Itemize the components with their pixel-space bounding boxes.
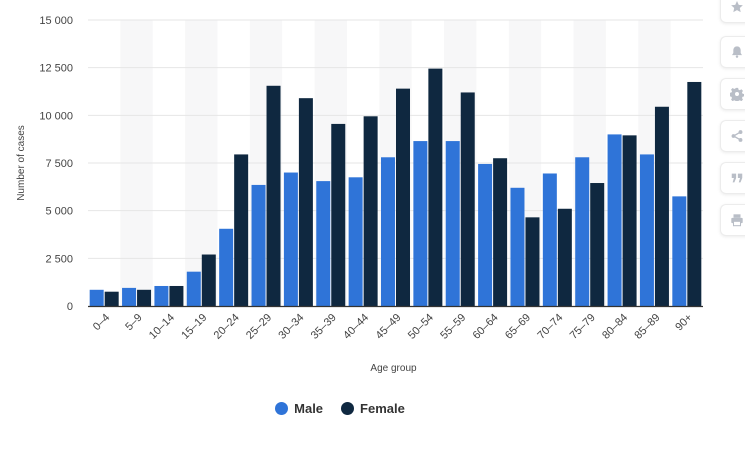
x-tick-label: 10–14 bbox=[147, 312, 177, 342]
bar-female[interactable] bbox=[396, 88, 410, 306]
bar-female[interactable] bbox=[460, 92, 475, 306]
notification-button[interactable] bbox=[720, 36, 745, 68]
favorite-button[interactable] bbox=[720, 0, 745, 23]
bar-female[interactable] bbox=[331, 123, 346, 306]
bar-female[interactable] bbox=[298, 98, 313, 306]
bar-female[interactable] bbox=[234, 154, 249, 306]
gear-icon bbox=[729, 87, 744, 101]
bar-male[interactable] bbox=[186, 271, 201, 306]
bar-female[interactable] bbox=[137, 289, 152, 306]
legend-item-female[interactable]: Female bbox=[341, 401, 405, 416]
bar-male[interactable] bbox=[413, 141, 428, 306]
x-tick-label: 75–79 bbox=[568, 312, 598, 342]
x-tick-label: 40–44 bbox=[341, 312, 371, 342]
x-tick-label: 45–49 bbox=[374, 312, 404, 342]
x-tick-label: 85–89 bbox=[632, 312, 662, 342]
x-tick-label: 35–39 bbox=[309, 312, 339, 342]
x-tick-labels: 0–4 5–9 10–14 15–19 20–24 25–29 30–34 35–39 40–4… bbox=[91, 312, 695, 342]
print-icon bbox=[730, 214, 743, 227]
bar-female[interactable] bbox=[104, 291, 119, 306]
y-axis-title: Number of cases bbox=[16, 125, 27, 201]
y-tick-label: 10 000 bbox=[39, 110, 73, 122]
bar-male[interactable] bbox=[154, 285, 169, 306]
bar-female[interactable] bbox=[493, 158, 508, 306]
bar-female[interactable] bbox=[654, 106, 669, 307]
x-tick-label: 20–24 bbox=[212, 312, 242, 342]
bar-male[interactable] bbox=[607, 134, 622, 306]
x-tick-label: 80–84 bbox=[600, 312, 630, 342]
x-tick-label: 55–59 bbox=[438, 312, 468, 342]
star-icon bbox=[730, 1, 743, 13]
share-icon bbox=[731, 130, 742, 142]
bars bbox=[89, 68, 702, 307]
bar-male[interactable] bbox=[316, 181, 331, 306]
legend-item-male[interactable]: Male bbox=[275, 401, 323, 416]
bar-male[interactable] bbox=[672, 196, 687, 306]
y-tick-label: 12 500 bbox=[39, 63, 73, 75]
x-axis-title: Age group bbox=[370, 363, 417, 374]
legend: Male Female bbox=[0, 401, 680, 416]
bar-female[interactable] bbox=[363, 116, 378, 306]
bar-chart: 0 2 500 5 000 7 500 10 000 12 500 15 000 0–4 5–… bbox=[16, 15, 703, 374]
x-tick-label: 25–29 bbox=[244, 312, 274, 342]
legend-label-female: Female bbox=[360, 401, 405, 416]
y-tick-labels: 0 2 500 5 000 7 500 10 000 12 500 15 000 bbox=[39, 15, 73, 313]
x-tick-label: 0–4 bbox=[91, 312, 112, 333]
bell-icon bbox=[731, 46, 742, 58]
bar-female[interactable] bbox=[590, 183, 605, 306]
x-tick-label: 30–34 bbox=[276, 312, 306, 342]
y-tick-label: 2 500 bbox=[45, 253, 73, 265]
legend-label-male: Male bbox=[294, 401, 324, 416]
y-tick-label: 15 000 bbox=[39, 15, 73, 27]
bar-female[interactable] bbox=[428, 68, 443, 307]
bar-female[interactable] bbox=[266, 85, 281, 306]
bar-male[interactable] bbox=[575, 157, 590, 306]
bar-male[interactable] bbox=[542, 173, 557, 306]
y-tick-label: 0 bbox=[67, 301, 73, 313]
legend-marker-female bbox=[341, 402, 355, 415]
y-tick-label: 7 500 bbox=[45, 158, 73, 170]
x-tick-label: 60–64 bbox=[471, 312, 501, 342]
share-button[interactable] bbox=[720, 120, 745, 152]
legend-marker-male bbox=[275, 402, 289, 415]
x-tick-label: 50–54 bbox=[406, 312, 436, 342]
bar-male[interactable] bbox=[122, 287, 137, 306]
x-tick-label: 70–74 bbox=[535, 312, 565, 342]
bar-male[interactable] bbox=[381, 157, 395, 306]
bar-female[interactable] bbox=[622, 135, 637, 306]
bar-male[interactable] bbox=[478, 163, 493, 306]
x-tick-label: 65–69 bbox=[503, 312, 533, 342]
bar-female[interactable] bbox=[557, 208, 572, 306]
bar-male[interactable] bbox=[89, 289, 104, 306]
quote-icon bbox=[731, 173, 742, 183]
x-tick-label: 90+ bbox=[673, 312, 695, 334]
bar-female[interactable] bbox=[525, 217, 540, 306]
bar-male[interactable] bbox=[251, 184, 266, 306]
bar-male[interactable] bbox=[445, 141, 460, 306]
x-tick-label: 5–9 bbox=[123, 312, 144, 333]
x-tick-label: 15–19 bbox=[179, 312, 209, 342]
tool-sidebar bbox=[720, 0, 745, 238]
citation-button[interactable] bbox=[720, 162, 745, 194]
y-tick-label: 5 000 bbox=[45, 206, 73, 218]
bar-male[interactable] bbox=[283, 172, 298, 306]
bar-male[interactable] bbox=[639, 154, 654, 306]
print-button[interactable] bbox=[720, 204, 745, 236]
bar-female[interactable] bbox=[201, 254, 216, 306]
bar-female[interactable] bbox=[687, 81, 702, 306]
bar-male[interactable] bbox=[219, 228, 234, 306]
settings-button[interactable] bbox=[720, 78, 745, 110]
bar-male[interactable] bbox=[510, 187, 525, 306]
bar-male[interactable] bbox=[348, 177, 363, 306]
bar-female[interactable] bbox=[169, 285, 184, 306]
